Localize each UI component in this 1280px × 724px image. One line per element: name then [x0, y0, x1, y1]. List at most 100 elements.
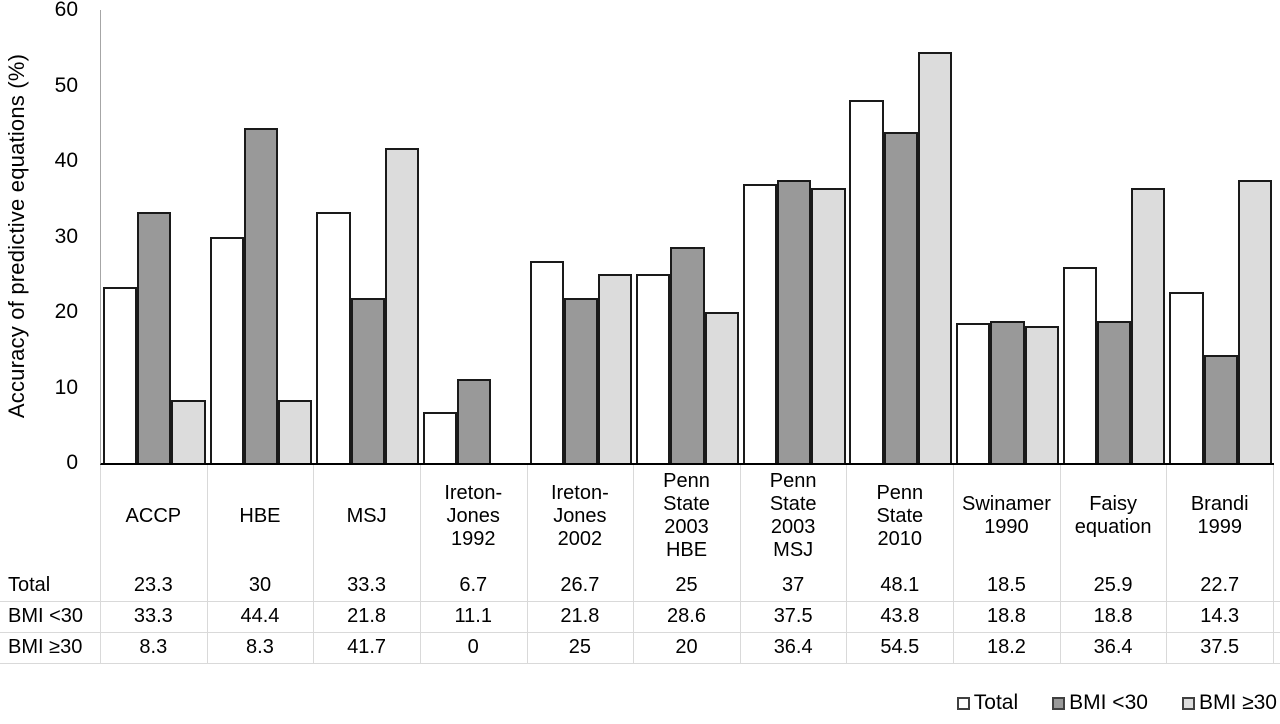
category-label-accp: ACCP	[125, 504, 182, 527]
table-cell: 25	[675, 574, 698, 596]
bar-bmi-30-brandi-1999	[1237, 179, 1273, 463]
bar-total-penn-state-2003-msj	[742, 183, 778, 463]
row-label: Total	[8, 574, 51, 596]
y-tick-label: 60	[54, 0, 78, 21]
table-row-total: Total 23.3 30 33.3 6.7 26.7 25 37 48.1 18.5 25.9 22…	[0, 569, 1280, 602]
bar-bmi-30-ireton-jones-2002	[563, 298, 598, 463]
column-gridline	[206, 465, 208, 664]
table-cell: 22.7	[1200, 574, 1240, 596]
column-gridline	[1273, 465, 1274, 664]
bar-bmi-30-ireton-jones-1992	[457, 379, 492, 463]
bar-bmi-30-brandi-1999	[1203, 355, 1238, 463]
table-cell: 37	[782, 574, 805, 596]
legend-label: BMI <30	[1069, 691, 1148, 714]
table-cell: 18.2	[986, 636, 1026, 658]
table-row-bmi-30: BMI ≥30 8.3 8.3 41.7 0 25 20 36.4 54.5 18.2 36.4 37…	[0, 632, 1280, 664]
table-cell: 26.7	[560, 574, 600, 596]
bar-bmi-30-accp	[171, 400, 206, 463]
bar-total-faisy-equation	[1062, 267, 1097, 463]
bar-bmi-30-penn-state-2003-msj	[777, 179, 812, 463]
legend-label: BMI ≥30	[1198, 691, 1277, 714]
category-label-penn-state-2003-msj: Penn State 2003 MSJ	[769, 470, 817, 561]
category-label-msj: MSJ	[346, 504, 387, 527]
bar-group-hbe	[208, 10, 315, 463]
category-label-faisy-equation: Faisy equation	[1074, 493, 1152, 538]
table-cell: 37.5	[773, 605, 813, 627]
bar-group-brandi-1999	[1167, 10, 1274, 463]
bar-group-penn-state-2010	[847, 10, 954, 463]
table-cells: 23.3 30 33.3 6.7 26.7 25 37 48.1 18.5 25.9 22.7	[100, 569, 1273, 601]
column-gridline	[633, 465, 635, 664]
bar-total-brandi-1999	[1169, 291, 1204, 463]
table-cell: 21.8	[347, 605, 387, 627]
bar-group-accp	[101, 10, 208, 463]
column-gridline	[100, 465, 101, 664]
y-tick-label: 20	[54, 300, 78, 323]
bar-bmi-30-msj	[384, 148, 419, 463]
table-cell: 20	[675, 636, 698, 658]
legend-item-total: Total	[956, 691, 1019, 715]
table-cell: 25.9	[1093, 574, 1133, 596]
bar-total-msj	[316, 211, 351, 463]
bar-bmi-30-hbe	[278, 400, 313, 463]
bar-total-ireton-jones-2002	[529, 261, 564, 463]
y-tick-label: 40	[54, 149, 78, 172]
column-gridline	[313, 465, 315, 664]
bar-total-penn-state-2010	[849, 99, 884, 463]
bar-bmi-30-faisy-equation	[1096, 321, 1132, 463]
bar-bmi-30-ireton-jones-2002	[598, 274, 633, 463]
table-cell: 14.3	[1200, 605, 1240, 627]
legend-swatch-icon	[1181, 696, 1195, 710]
bar-group-msj	[314, 10, 421, 463]
table-cell: 23.3	[133, 574, 173, 596]
bar-bmi-30-penn-state-2003-msj	[811, 188, 846, 463]
bar-bmi-30-accp	[137, 211, 172, 463]
column-gridline	[953, 465, 955, 664]
table-cell: 37.5	[1200, 636, 1240, 658]
row-label: BMI ≥30	[8, 636, 83, 658]
category-label-brandi-1999: Brandi 1999	[1190, 493, 1249, 538]
bar-bmi-30-penn-state-2010	[917, 51, 953, 463]
bar-group-ireton-jones-2002	[528, 10, 635, 463]
bar-bmi-30-msj	[350, 298, 385, 463]
table-cells: 33.3 44.4 21.8 11.1 21.8 28.6 37.5 43.8 18.8 18.8…	[100, 601, 1273, 632]
bar-group-ireton-jones-1992	[421, 10, 528, 463]
table-cell: 18.8	[986, 605, 1026, 627]
table-cell: 21.8	[560, 605, 600, 627]
bar-bmi-30-penn-state-2003-hbe	[704, 312, 739, 463]
table-cell: 30	[248, 574, 272, 596]
row-label: BMI <30	[8, 605, 84, 627]
legend-item-bmi-30: BMI ≥30	[1181, 691, 1277, 715]
table-cells: 8.3 8.3 41.7 0 25 20 36.4 54.5 18.2 36.4 37.5	[100, 632, 1273, 663]
legend-item-bmi-30: BMI <30	[1052, 691, 1148, 715]
legend-label: Total	[973, 691, 1019, 714]
column-gridline	[846, 465, 848, 664]
table-cell: 41.7	[347, 636, 387, 658]
bar-bmi-30-hbe	[243, 127, 279, 463]
table-cell: 44.4	[240, 605, 280, 627]
legend-swatch-icon	[956, 696, 970, 710]
bar-bmi-30-faisy-equation	[1131, 188, 1166, 463]
table-cell: 36.4	[773, 636, 813, 658]
y-tick-label: 50	[54, 73, 78, 97]
bar-bmi-30-swinamer-1990	[1024, 325, 1059, 463]
bar-group-swinamer-1990	[954, 10, 1061, 463]
bar-total-penn-state-2003-hbe	[636, 274, 671, 463]
table-cell: 28.6	[667, 605, 706, 627]
category-axis-labels: ACCP HBE MSJ Ireton- Jones 1992 Ireton- Jone…	[100, 466, 1273, 566]
table-cell: 8.3	[246, 636, 274, 658]
table-cell: 25	[568, 636, 591, 658]
table-cell: 18.8	[1093, 605, 1133, 627]
bar-group-faisy-equation	[1061, 10, 1168, 463]
bar-total-ireton-jones-1992	[422, 412, 458, 463]
table-cell: 0	[467, 636, 479, 658]
table-cell: 33.3	[347, 574, 387, 596]
column-gridline	[419, 465, 421, 664]
category-label-ireton-jones-2002: Ireton- Jones 2002	[550, 481, 609, 550]
column-gridline	[526, 465, 528, 664]
table-cell: 18.5	[986, 574, 1026, 596]
table-cell: 6.7	[459, 574, 488, 596]
bar-bmi-30-penn-state-2010	[883, 132, 918, 463]
category-label-penn-state-2010: Penn State 2010	[876, 481, 924, 550]
